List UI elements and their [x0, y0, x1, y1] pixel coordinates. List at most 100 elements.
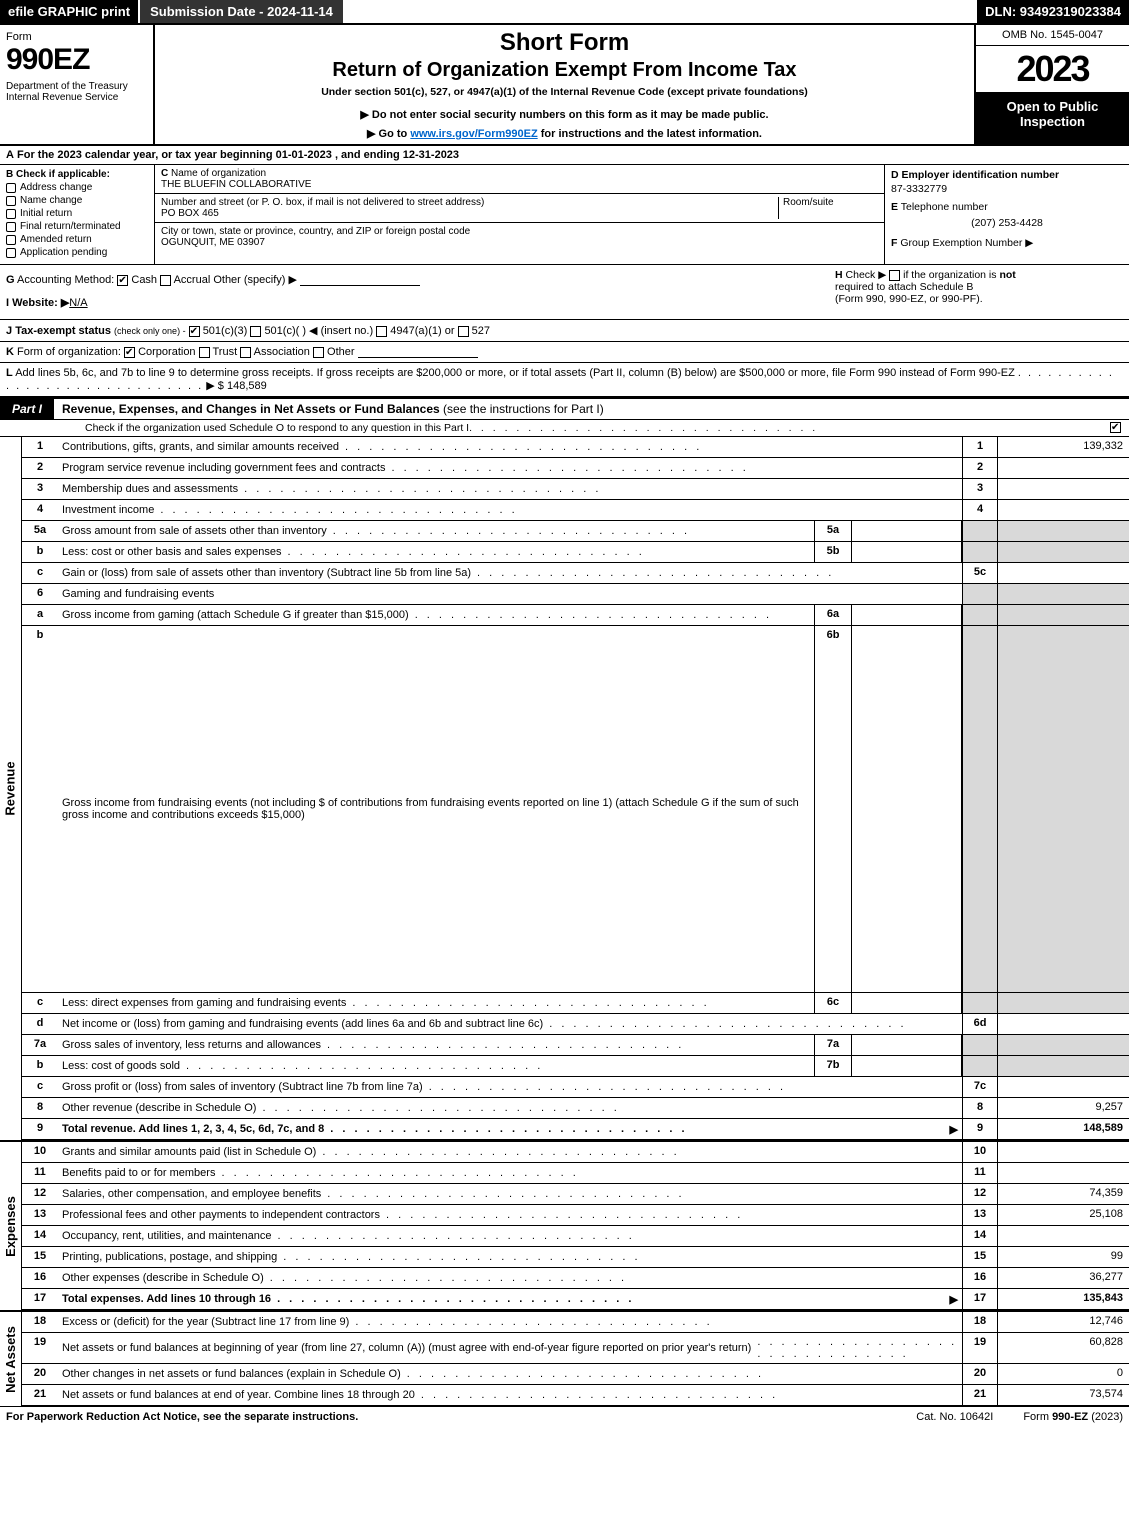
line-desc: Less: cost of goods sold. . . . . . . . …: [58, 1056, 814, 1076]
open-inspection: Open to Public Inspection: [976, 93, 1129, 144]
checkbox-icon[interactable]: [6, 222, 16, 232]
irs-link[interactable]: www.irs.gov/Form990EZ: [410, 128, 537, 140]
sub-val[interactable]: [852, 993, 962, 1013]
part1-title: Revenue, Expenses, and Changes in Net As…: [54, 399, 1129, 419]
line-desc: Salaries, other compensation, and employ…: [58, 1184, 962, 1204]
rnum: 4: [962, 500, 997, 520]
line-17: 17Total expenses. Add lines 10 through 1…: [22, 1289, 1129, 1310]
rnum: [962, 1035, 997, 1055]
rnum: [962, 605, 997, 625]
rnum: 8: [962, 1098, 997, 1118]
line-num: 17: [22, 1289, 58, 1309]
rnum: [962, 626, 997, 992]
rval: [997, 1014, 1129, 1034]
h-text1: Check ▶: [846, 269, 887, 281]
line-num: 21: [22, 1385, 58, 1405]
line-a-label: A: [6, 149, 14, 161]
go-post: for instructions and the latest informat…: [538, 128, 762, 140]
j-501c-checkbox[interactable]: [250, 326, 261, 337]
rnum: 10: [962, 1142, 997, 1162]
rnum: 19: [962, 1333, 997, 1363]
part1-checkbox[interactable]: [1110, 422, 1121, 433]
j-o2: 501(c)( ) ◀ (insert no.): [264, 325, 373, 337]
checkbox-icon[interactable]: [6, 183, 16, 193]
k-other-blank[interactable]: [358, 346, 478, 358]
k-o4: Other: [327, 346, 355, 358]
line-18: 18Excess or (deficit) for the year (Subt…: [22, 1312, 1129, 1333]
line-desc: Total revenue. Add lines 1, 2, 3, 4, 5c,…: [58, 1119, 962, 1139]
line-desc: Investment income. . . . . . . . . . . .…: [58, 500, 962, 520]
efile-label[interactable]: efile GRAPHIC print: [0, 0, 138, 23]
sub-val[interactable]: [852, 542, 962, 562]
sub-val[interactable]: [852, 521, 962, 541]
line-num: 3: [22, 479, 58, 499]
other-label: Other (specify) ▶: [213, 274, 297, 286]
cash-checkbox[interactable]: [117, 275, 128, 286]
j-527-checkbox[interactable]: [458, 326, 469, 337]
line-num: 8: [22, 1098, 58, 1118]
rval: 25,108: [997, 1205, 1129, 1225]
c-label: C: [161, 168, 168, 179]
line-num: 19: [22, 1333, 58, 1363]
k-corp-checkbox[interactable]: [124, 347, 135, 358]
rval: [997, 479, 1129, 499]
cell-street: Number and street (or P. O. box, if mail…: [155, 194, 884, 223]
sub-val[interactable]: [852, 1056, 962, 1076]
line-desc: Gross sales of inventory, less returns a…: [58, 1035, 814, 1055]
line-num: 16: [22, 1268, 58, 1288]
rnum: 13: [962, 1205, 997, 1225]
k-assoc-checkbox[interactable]: [240, 347, 251, 358]
col-b-item: Final return/terminated: [6, 221, 148, 232]
form-header: Form 990EZ Department of the Treasury In…: [0, 25, 1129, 146]
sub-num: 7b: [814, 1056, 852, 1076]
checkbox-icon[interactable]: [6, 209, 16, 219]
part1-title-text: Revenue, Expenses, and Changes in Net As…: [62, 402, 440, 416]
h-checkbox[interactable]: [889, 270, 900, 281]
line-desc: Occupancy, rent, utilities, and maintena…: [58, 1226, 962, 1246]
rval: 36,277: [997, 1268, 1129, 1288]
k-other-checkbox[interactable]: [313, 347, 324, 358]
sub-num: 5a: [814, 521, 852, 541]
sub-val[interactable]: [852, 626, 962, 992]
grp-lbl: Group Exemption Number ▶: [900, 237, 1033, 249]
rval: [997, 626, 1129, 992]
k-trust-checkbox[interactable]: [199, 347, 210, 358]
accrual-checkbox[interactable]: [160, 275, 171, 286]
side-net-label: Net Assets: [3, 1326, 18, 1393]
accrual-label: Accrual: [174, 274, 211, 286]
cell-city: City or town, state or province, country…: [155, 223, 884, 251]
sub-val[interactable]: [852, 605, 962, 625]
line-desc: Grants and similar amounts paid (list in…: [58, 1142, 962, 1162]
submission-date: Submission Date - 2024-11-14: [138, 0, 343, 23]
line-num: 20: [22, 1364, 58, 1384]
go-to-link: ▶ Go to www.irs.gov/Form990EZ for instru…: [161, 127, 968, 140]
rval: [997, 1056, 1129, 1076]
j-4947-checkbox[interactable]: [376, 326, 387, 337]
rval: [997, 542, 1129, 562]
cash-label: Cash: [131, 274, 157, 286]
name-lbl: Name of organization: [171, 168, 266, 179]
line-d: dNet income or (loss) from gaming and fu…: [22, 1014, 1129, 1035]
line-desc: Other expenses (describe in Schedule O).…: [58, 1268, 962, 1288]
rval: 12,746: [997, 1312, 1129, 1332]
line-num: 5a: [22, 521, 58, 541]
line-num: 15: [22, 1247, 58, 1267]
rnum: 1: [962, 437, 997, 457]
line-num: 9: [22, 1119, 58, 1139]
line-desc: Excess or (deficit) for the year (Subtra…: [58, 1312, 962, 1332]
checkbox-icon[interactable]: [6, 235, 16, 245]
rnum: [962, 1056, 997, 1076]
line-num: 7a: [22, 1035, 58, 1055]
line-c: cLess: direct expenses from gaming and f…: [22, 993, 1129, 1014]
checkbox-icon[interactable]: [6, 248, 16, 258]
checkbox-icon[interactable]: [6, 196, 16, 206]
other-blank[interactable]: [300, 274, 420, 286]
line-num: a: [22, 605, 58, 625]
sub-val[interactable]: [852, 1035, 962, 1055]
line-a: aGross income from gaming (attach Schedu…: [22, 605, 1129, 626]
street-val: PO BOX 465: [161, 208, 219, 219]
line-num: b: [22, 1056, 58, 1076]
j-501c3-checkbox[interactable]: [189, 326, 200, 337]
line-num: 11: [22, 1163, 58, 1183]
form-number: 990EZ: [6, 43, 147, 77]
